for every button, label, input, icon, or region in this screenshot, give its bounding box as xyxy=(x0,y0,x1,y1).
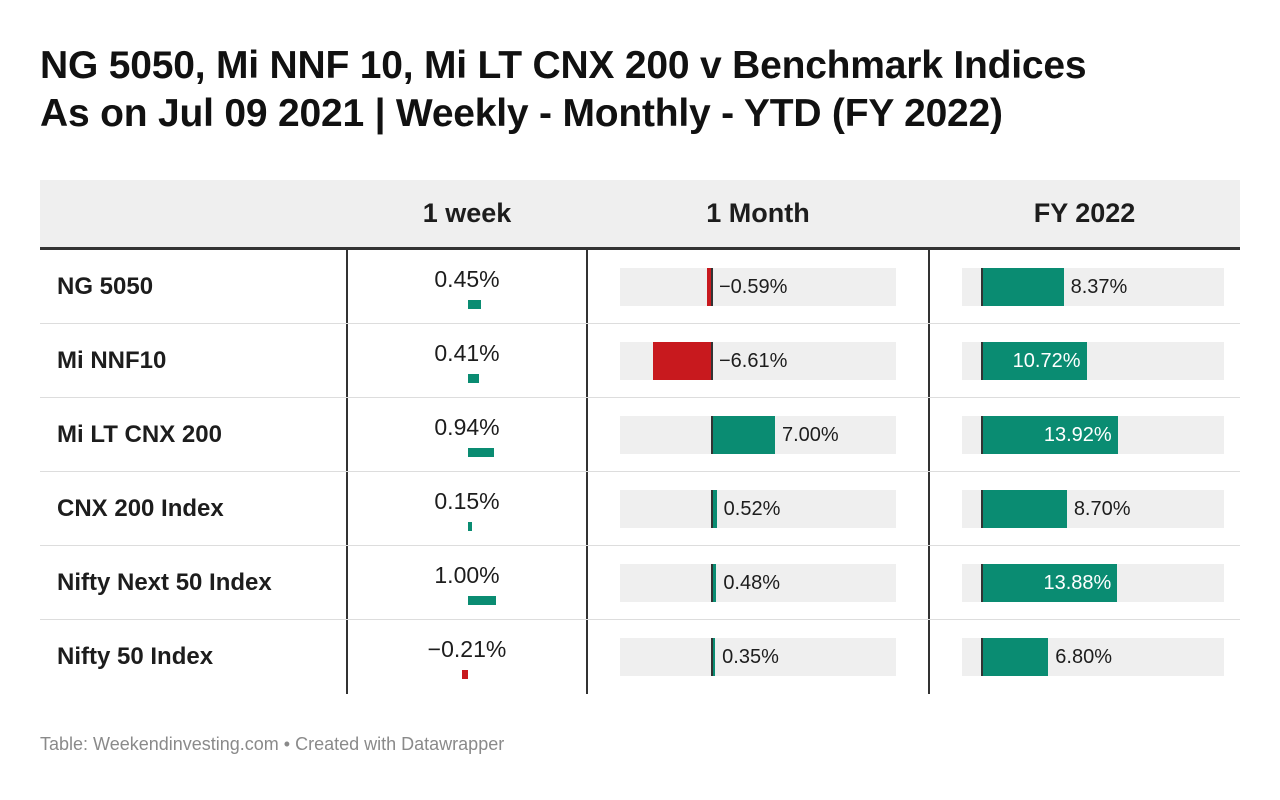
fy-value-label: 13.88% xyxy=(1043,572,1112,594)
fy-zero-axis xyxy=(981,342,983,380)
table-row: CNX 200 Index 0.15% 0.52% 8.70% xyxy=(40,472,1240,546)
month-value-label: 7.00% xyxy=(782,424,839,446)
month-zero-axis xyxy=(711,638,713,676)
week-bar xyxy=(468,300,481,309)
row-label: Nifty Next 50 Index xyxy=(57,569,272,596)
source-note: Table: Weekendinvesting.com • Created wi… xyxy=(40,734,505,754)
month-track xyxy=(620,490,896,528)
month-track xyxy=(620,268,896,306)
fy-zero-axis xyxy=(981,416,983,454)
week-bar xyxy=(468,374,480,383)
column-divider xyxy=(586,250,588,694)
month-value-label: −6.61% xyxy=(719,350,788,372)
week-bar xyxy=(462,670,468,679)
month-value-label: 0.48% xyxy=(723,572,781,594)
fy-value-label: 10.72% xyxy=(1012,350,1081,372)
fy-zero-axis xyxy=(981,564,983,602)
week-value-label: 0.94% xyxy=(434,414,500,440)
month-zero-axis xyxy=(711,564,713,602)
table-row: Nifty 50 Index −0.21% 0.35% 6.80% xyxy=(40,620,1240,694)
row-label: Mi NNF10 xyxy=(57,347,167,374)
month-value-label: −0.59% xyxy=(719,276,788,298)
header-name xyxy=(40,180,347,247)
week-value-label: −0.21% xyxy=(427,636,507,662)
month-zero-axis xyxy=(711,490,713,528)
month-track xyxy=(620,564,896,602)
fy-bar xyxy=(982,342,1087,380)
fy-bar xyxy=(982,490,1067,528)
week-value-label: 1.00% xyxy=(434,562,500,588)
table-row: Nifty Next 50 Index 1.00% 0.48% 13.88% xyxy=(40,546,1240,620)
header-1-month: 1 Month xyxy=(706,198,810,228)
month-zero-axis xyxy=(711,416,713,454)
fy-value-label: 13.92% xyxy=(1043,424,1112,446)
month-zero-axis xyxy=(711,342,713,380)
month-value-label: 0.52% xyxy=(723,498,781,520)
month-bar xyxy=(712,564,717,602)
header-fy-2022: FY 2022 xyxy=(1033,198,1136,228)
row-label: Mi LT CNX 200 xyxy=(57,421,222,448)
fy-bar xyxy=(982,268,1064,306)
week-value-label: 0.41% xyxy=(434,340,500,366)
row-label: CNX 200 Index xyxy=(57,495,224,522)
week-bar xyxy=(468,522,473,531)
month-track xyxy=(620,638,896,676)
week-value-label: 0.45% xyxy=(434,266,500,292)
fy-bar xyxy=(982,564,1118,602)
row-label: NG 5050 xyxy=(57,273,154,300)
table-row: Mi NNF10 0.41% −6.61% 10.72% xyxy=(40,324,1240,398)
month-bar xyxy=(712,638,716,676)
month-value-label: 0.35% xyxy=(722,646,779,668)
month-bar xyxy=(706,268,712,306)
column-divider xyxy=(928,250,930,694)
row-label: Nifty 50 Index xyxy=(57,643,214,670)
fy-zero-axis xyxy=(981,268,983,306)
fy-value-label: 8.70% xyxy=(1073,498,1131,520)
month-bar xyxy=(712,416,775,454)
fy-bar xyxy=(982,638,1049,676)
fy-value-label: 6.80% xyxy=(1055,646,1113,668)
title-line-1: NG 5050, Mi NNF 10, Mi LT CNX 200 v Benc… xyxy=(40,44,1087,87)
week-bar xyxy=(468,448,495,457)
fy-zero-axis xyxy=(981,490,983,528)
fy-zero-axis xyxy=(981,638,983,676)
month-zero-axis xyxy=(711,268,713,306)
week-bar xyxy=(468,596,496,605)
returns-table: 1 week 1 Month FY 2022 NG 5050 0.45% −0.59… xyxy=(40,180,1240,694)
table-row: Mi LT CNX 200 0.94% 7.00% 13.92% xyxy=(40,398,1240,472)
table-header: 1 week 1 Month FY 2022 xyxy=(40,180,1240,250)
chart-title: NG 5050, Mi NNF 10, Mi LT CNX 200 v Benc… xyxy=(40,42,1240,138)
month-bar xyxy=(712,490,717,528)
fy-bar xyxy=(982,416,1118,454)
fy-value-label: 8.37% xyxy=(1070,276,1128,298)
header-1-week: 1 week xyxy=(422,198,512,228)
column-divider xyxy=(346,250,348,694)
title-line-2: As on Jul 09 2021 | Weekly - Monthly - Y… xyxy=(40,92,1003,135)
month-bar xyxy=(652,342,712,380)
week-value-label: 0.15% xyxy=(434,488,500,514)
table-row: NG 5050 0.45% −0.59% 8.37% xyxy=(40,250,1240,324)
